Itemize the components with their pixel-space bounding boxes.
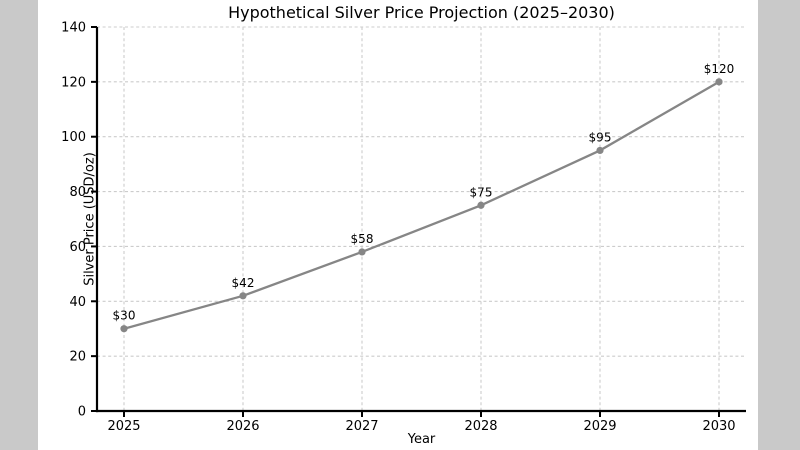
y-tick-label: 140 [61, 21, 86, 36]
x-tick-label: 2029 [583, 419, 616, 434]
x-tick-label: 2025 [107, 419, 140, 434]
x-axis-label: Year [407, 432, 436, 447]
data-point-label: $58 [351, 232, 374, 246]
y-tick-label: 40 [69, 295, 86, 310]
data-point-label: $75 [470, 185, 493, 199]
data-point [239, 292, 247, 300]
x-tick-label: 2028 [464, 419, 497, 434]
x-tick-label: 2030 [702, 419, 735, 434]
y-tick-label: 20 [69, 350, 86, 365]
data-point-label: $30 [113, 309, 136, 323]
y-tick-label: 60 [69, 240, 86, 255]
data-point-label: $95 [589, 130, 612, 144]
data-point [120, 325, 128, 333]
y-tick-label: 80 [69, 185, 86, 200]
data-point [358, 248, 366, 256]
chart-title: Hypothetical Silver Price Projection (20… [228, 3, 615, 22]
data-point [477, 201, 485, 209]
x-tick-label: 2027 [345, 419, 378, 434]
chart-plot-area: $30 $42 $58 $75 $95 $120 0 20 40 60 80 100 120 140 202… [61, 21, 746, 434]
x-tick-label: 2026 [226, 419, 259, 434]
data-point [715, 78, 723, 86]
y-tick-label: 0 [78, 405, 86, 420]
chart-figure: Hypothetical Silver Price Projection (20… [38, 0, 758, 450]
data-point-label: $42 [232, 276, 255, 290]
data-line [123, 80, 720, 330]
y-tick-label: 120 [61, 75, 86, 90]
data-point [596, 146, 604, 155]
data-point-label: $120 [704, 62, 735, 76]
y-axis-label: Silver Price (USD/oz) [82, 152, 98, 286]
y-tick-label: 100 [61, 130, 86, 145]
